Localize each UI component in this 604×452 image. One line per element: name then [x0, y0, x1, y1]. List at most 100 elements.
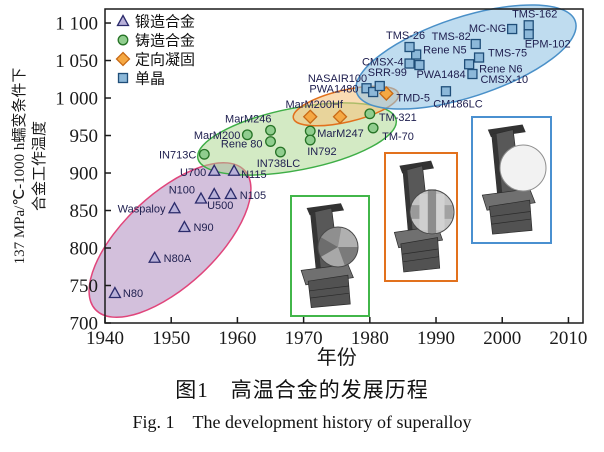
blade-root [488, 199, 533, 235]
point-U700 [207, 163, 221, 176]
y-axis-label-line2: 合金工作温度 [31, 121, 48, 211]
columnar-grain [436, 193, 445, 231]
point-MarM200Hf [302, 109, 318, 125]
point-MarM246 [265, 124, 276, 136]
columnar-grain [419, 193, 428, 231]
label-PWA1484: PWA1484 [416, 69, 465, 81]
grain-wedge [338, 227, 358, 247]
label-N115: N115 [241, 169, 266, 181]
point-N80 [108, 286, 122, 299]
label-MC-NG: MC-NG [469, 23, 506, 35]
figure-caption-zh: 图1 高温合金的发展历程 [175, 378, 429, 402]
microstructure-outline [409, 189, 455, 235]
point-PWA1484 [414, 59, 425, 71]
x-tick-label: 1990 [417, 328, 455, 349]
y-tick-label: 850 [70, 201, 99, 222]
legend-marker-square [117, 72, 129, 84]
label-N90: N90 [193, 222, 213, 234]
legend-marker-triangle [116, 14, 130, 27]
label-IN738LC: IN738LC [257, 158, 300, 170]
series-diamond: MarM200Hf TMD-5 [286, 86, 430, 125]
legend-marker-circle [117, 34, 129, 46]
label-TM-321: TM-321 [379, 112, 417, 124]
point-U500 [207, 187, 221, 200]
label-MarM247: MarM247 [317, 128, 363, 140]
sc-alloys-region [355, 4, 577, 110]
point-TMS-82 [470, 38, 481, 50]
label-Rene 80: Rene 80 [221, 139, 263, 151]
blade-root [307, 274, 351, 308]
point-MarM247 [304, 125, 316, 137]
figure-caption-en: Fig. 1 The development history of supera… [132, 412, 472, 432]
point-TMS-26 [404, 41, 415, 53]
label-MarM200Hf: MarM200Hf [286, 99, 344, 111]
x-tick-label: 1970 [285, 328, 323, 349]
root-serration [402, 256, 440, 263]
point-Rene N5 [411, 49, 422, 60]
label-N105: N105 [240, 190, 266, 202]
point-TMS-75 [473, 52, 485, 63]
legend-label: 单晶 [135, 71, 165, 88]
class-regions [88, 4, 577, 319]
x-tick-label: 2010 [549, 328, 587, 349]
cast-blade-inset [290, 195, 370, 317]
point-TMS-162 [523, 20, 534, 31]
x-tick-label: 1950 [152, 328, 190, 349]
ds-blade-inset [384, 152, 458, 282]
legend-marker-diamond [115, 51, 131, 67]
root-serration [310, 292, 350, 299]
point-EPM-102 [523, 29, 534, 40]
label-U500: U500 [207, 200, 233, 212]
label-SRR-99: SRR-99 [368, 67, 407, 79]
label-TM-70: TM-70 [382, 131, 414, 143]
label-U700: U700 [180, 167, 206, 179]
point-N80A [148, 250, 162, 263]
legend-label: 铸造合金 [135, 33, 195, 50]
grain-wedge [318, 237, 338, 257]
microstructure-outline [317, 226, 359, 268]
blade-platform [481, 188, 536, 211]
point-TM-321 [364, 108, 376, 120]
point-SRR-99 [374, 80, 385, 92]
label-Rene N5: Rene N5 [423, 45, 466, 57]
blade-insets [290, 116, 552, 317]
label-N100: N100 [169, 185, 195, 197]
label-CMSX-10: CMSX-10 [480, 74, 528, 86]
label-EPM-102: EPM-102 [525, 38, 571, 50]
x-tick-label: 1960 [218, 328, 256, 349]
label-Rene N6: Rene N6 [479, 63, 522, 75]
x-tick-label: 2000 [483, 328, 521, 349]
sc-blade-inset [471, 116, 552, 244]
label-TMS-26: TMS-26 [386, 30, 425, 42]
y-tick-label: 1 000 [55, 89, 98, 110]
point-Rene 80 [265, 136, 276, 147]
label-NASAIR100: NASAIR100 [308, 73, 367, 85]
y-tick-label: 1 100 [55, 14, 98, 35]
point-NASAIR100 [367, 86, 379, 98]
point-IN792 [304, 134, 316, 146]
y-axis-label-line1: 137 MPa/℃-1000 h蠕变条件下 [11, 68, 28, 265]
grain-wedge [320, 227, 342, 247]
label-TMS-82: TMS-82 [432, 31, 471, 43]
root-serration [402, 248, 439, 255]
label-MarM246: MarM246 [225, 113, 271, 125]
point-unlabeled [332, 109, 348, 125]
label-N80: N80 [123, 288, 143, 300]
blade-leading-edge [403, 169, 414, 238]
label-PWA1480: PWA1480 [309, 83, 358, 95]
point-MC-NG [507, 23, 518, 35]
y-tick-label: 950 [70, 126, 99, 147]
plot-border [104, 8, 584, 324]
y-tick-label: 900 [70, 164, 99, 185]
point-IN738LC [274, 146, 286, 158]
grain-wedge [320, 247, 345, 267]
label-TMD-5: TMD-5 [396, 93, 430, 105]
root-serration [490, 211, 531, 217]
x-tick-label: 1940 [86, 328, 124, 349]
y-tick-label: 750 [70, 276, 99, 297]
label-N80A: N80A [164, 253, 192, 265]
